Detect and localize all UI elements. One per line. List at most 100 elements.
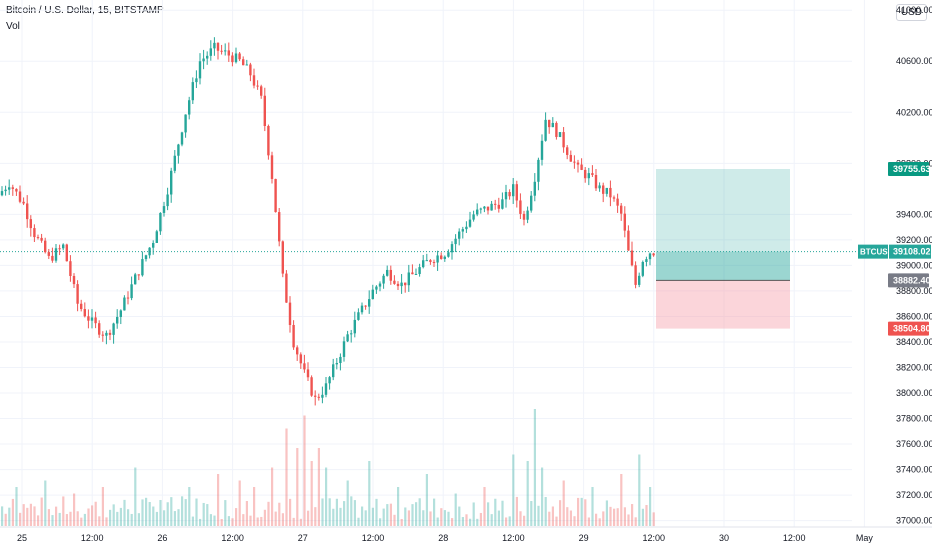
candle-body bbox=[407, 272, 410, 286]
volume-bar bbox=[213, 515, 216, 526]
volume-bar bbox=[346, 480, 349, 526]
candle-body bbox=[234, 53, 238, 63]
volume-bar bbox=[577, 497, 580, 526]
volume-bar bbox=[127, 509, 130, 526]
volume-bar bbox=[159, 500, 162, 526]
candle-body bbox=[90, 317, 94, 321]
candle-body bbox=[422, 260, 425, 268]
candle-body bbox=[400, 282, 403, 287]
volume-bar bbox=[573, 516, 576, 526]
candle-body bbox=[458, 231, 461, 239]
volume-bar bbox=[325, 467, 328, 526]
y-tick-label: 40200.00 bbox=[896, 107, 932, 117]
candle-body bbox=[227, 50, 230, 56]
candle-body bbox=[267, 126, 270, 156]
candle-body bbox=[443, 256, 446, 259]
volume-bar bbox=[364, 510, 367, 526]
candle-body bbox=[152, 242, 155, 248]
volume-bar bbox=[112, 504, 115, 526]
volume-bar bbox=[425, 474, 428, 526]
candle-body bbox=[191, 82, 194, 101]
candle-body bbox=[576, 162, 580, 165]
volume-bar bbox=[368, 461, 371, 526]
volume-bar bbox=[530, 501, 533, 526]
candle-body bbox=[299, 354, 302, 364]
volume-bar bbox=[461, 517, 464, 526]
candle-body bbox=[512, 184, 515, 197]
candle-body bbox=[8, 187, 11, 190]
loss-zone[interactable] bbox=[656, 280, 790, 329]
currency-button[interactable]: USD bbox=[895, 4, 927, 21]
volume-bar bbox=[51, 515, 54, 526]
candle-body bbox=[587, 173, 590, 179]
volume-bar bbox=[328, 498, 331, 526]
candle-body bbox=[573, 161, 576, 163]
volume-bar bbox=[91, 505, 94, 526]
volume-bar bbox=[483, 487, 486, 526]
volume-bar bbox=[515, 496, 518, 526]
volume-bar bbox=[645, 505, 648, 526]
last-price-tag-label: 39108.02 bbox=[893, 247, 931, 257]
candle-body bbox=[278, 212, 281, 242]
candle-body bbox=[530, 195, 533, 211]
volume-bar bbox=[314, 507, 317, 526]
volume-indicator-label[interactable]: Vol bbox=[6, 21, 20, 32]
volume-bar bbox=[101, 487, 104, 526]
x-tick-label: 29 bbox=[579, 533, 589, 543]
volume-bar bbox=[307, 510, 310, 526]
candle-body bbox=[476, 209, 479, 215]
volume-bar bbox=[22, 504, 25, 526]
volume-bar bbox=[109, 509, 112, 526]
candle-body bbox=[173, 155, 176, 171]
volume-bar bbox=[605, 500, 608, 526]
volume-bar bbox=[598, 518, 601, 526]
candle-body bbox=[87, 316, 90, 321]
volume-bar bbox=[217, 474, 220, 526]
candle-body bbox=[436, 255, 439, 263]
volume-bar bbox=[476, 518, 479, 526]
candle-body bbox=[645, 259, 648, 262]
candle-body bbox=[569, 154, 572, 162]
candle-body bbox=[414, 273, 418, 275]
candle-body bbox=[494, 203, 497, 205]
candle-body bbox=[609, 187, 612, 198]
volume-bar bbox=[584, 499, 587, 526]
stop-price-tag-label: 38504.80 bbox=[893, 324, 931, 334]
volume-bar bbox=[8, 507, 11, 526]
candle-body bbox=[58, 248, 61, 250]
candle-body bbox=[285, 273, 288, 303]
candle-body bbox=[11, 187, 14, 189]
candle-body bbox=[353, 319, 356, 334]
candle-body bbox=[591, 173, 594, 175]
candle-body bbox=[29, 219, 32, 229]
candle-body bbox=[159, 212, 162, 232]
x-tick-label: 12:00 bbox=[221, 533, 244, 543]
candle-body bbox=[386, 269, 389, 276]
candle-body bbox=[551, 122, 554, 128]
volume-bar bbox=[62, 496, 65, 526]
volume-bar bbox=[105, 517, 108, 526]
candle-body bbox=[584, 169, 587, 179]
volume-bar bbox=[641, 508, 644, 526]
candle-body bbox=[213, 42, 216, 49]
volume-bar bbox=[58, 512, 61, 526]
candle-body bbox=[288, 302, 292, 325]
candle-body bbox=[231, 55, 234, 63]
x-tick-label: 25 bbox=[17, 533, 27, 543]
candle-body bbox=[594, 174, 598, 189]
volume-bar bbox=[479, 512, 482, 526]
x-tick-label: 27 bbox=[298, 533, 308, 543]
volume-bar bbox=[173, 511, 176, 526]
volume-bar bbox=[595, 513, 598, 526]
volume-bar bbox=[321, 498, 324, 526]
volume-bar bbox=[400, 518, 403, 526]
candle-body bbox=[447, 252, 450, 257]
volume-bar bbox=[472, 502, 475, 526]
volume-bar bbox=[415, 502, 418, 526]
candle-body bbox=[465, 226, 468, 230]
candle-body bbox=[238, 53, 241, 60]
profit-zone[interactable] bbox=[656, 168, 790, 281]
volume-bar bbox=[566, 507, 569, 526]
volume-bar bbox=[148, 502, 151, 526]
